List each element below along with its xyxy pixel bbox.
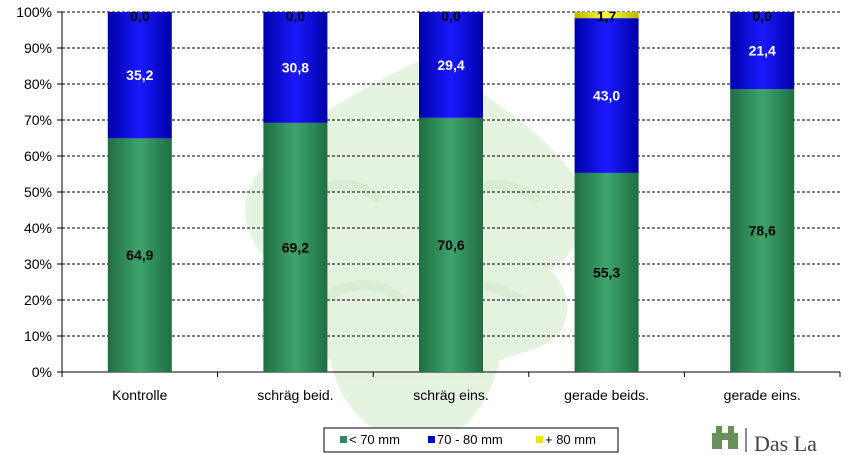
bar-segment bbox=[730, 12, 795, 90]
legend-label: < 70 mm bbox=[349, 432, 400, 447]
bar-segment bbox=[574, 18, 639, 173]
data-label: 55,3 bbox=[593, 264, 620, 280]
bar-segment bbox=[574, 172, 639, 372]
data-label: 1,7 bbox=[597, 8, 617, 24]
data-label: 70,6 bbox=[437, 237, 464, 253]
y-tick-label: 80% bbox=[24, 76, 52, 92]
data-label: 21,4 bbox=[749, 43, 776, 59]
logo: Das La bbox=[712, 426, 817, 455]
legend-label: + 80 mm bbox=[545, 432, 596, 447]
bars bbox=[107, 12, 795, 372]
logo-text: Das La bbox=[754, 431, 817, 455]
y-tick-label: 100% bbox=[16, 4, 52, 20]
tree-watermark bbox=[245, 60, 585, 440]
y-tick-label: 0% bbox=[32, 364, 52, 380]
data-label: 0,0 bbox=[441, 8, 461, 24]
legend-box bbox=[323, 427, 619, 453]
y-tick-label: 90% bbox=[24, 40, 52, 56]
legend: < 70 mm 70 - 80 mm + 80 mm bbox=[323, 427, 619, 453]
castle-icon bbox=[712, 426, 738, 449]
y-tick-label: 70% bbox=[24, 112, 52, 128]
bar-segment bbox=[263, 12, 328, 123]
y-tick-label: 60% bbox=[24, 148, 52, 164]
bar-segment bbox=[730, 89, 795, 372]
data-label: 64,9 bbox=[126, 247, 153, 263]
category-label: schräg beid. bbox=[257, 387, 333, 403]
category-label: schräg eins. bbox=[413, 387, 488, 403]
data-label: 69,2 bbox=[282, 239, 309, 255]
bar-segment bbox=[263, 122, 328, 372]
y-tick-label: 30% bbox=[24, 256, 52, 272]
legend-label: 70 - 80 mm bbox=[437, 432, 503, 447]
data-label: 30,8 bbox=[282, 59, 309, 75]
legend-swatch bbox=[536, 436, 543, 443]
data-label: 43,0 bbox=[593, 88, 620, 104]
legend-swatch bbox=[340, 436, 347, 443]
bar-segment bbox=[107, 138, 172, 372]
axes: 0% 10% 20% 30% 40% 50% 60% 70% 80% 90% 100% Kontrol… bbox=[16, 4, 841, 403]
y-tick-label: 50% bbox=[24, 184, 52, 200]
category-label: gerade eins. bbox=[724, 387, 801, 403]
data-label: 0,0 bbox=[752, 8, 772, 24]
data-label: 29,4 bbox=[437, 57, 464, 73]
data-label: 78,6 bbox=[749, 223, 776, 239]
bar-segment bbox=[419, 12, 483, 118]
y-tick-label: 20% bbox=[24, 292, 52, 308]
y-tick-label: 10% bbox=[24, 328, 52, 344]
data-label: 35,2 bbox=[126, 67, 153, 83]
bar-segment bbox=[574, 12, 639, 19]
y-tick-label: 40% bbox=[24, 220, 52, 236]
data-label: 0,0 bbox=[286, 8, 306, 24]
legend-swatch bbox=[428, 436, 435, 443]
category-label: Kontrolle bbox=[112, 387, 167, 403]
data-labels: 64,9 35,2 0,0 69,2 30,8 0,0 70,6 29,4 0,0 55,3 43,… bbox=[126, 8, 776, 280]
bar-segment bbox=[107, 12, 172, 139]
category-label: gerade beids. bbox=[564, 387, 649, 403]
bar-segment bbox=[419, 117, 483, 372]
data-label: 0,0 bbox=[130, 8, 150, 24]
